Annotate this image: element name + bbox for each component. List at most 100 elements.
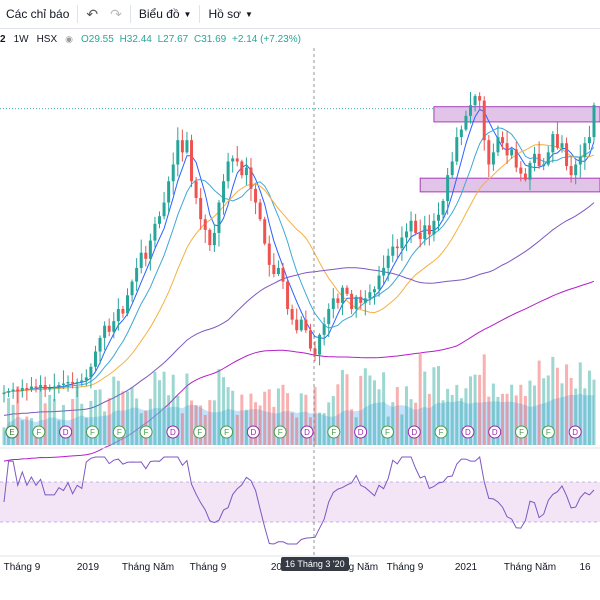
high-value: H32.44 (119, 33, 152, 45)
event-marker (434, 425, 448, 439)
ma-longest-line (3, 280, 595, 462)
candle-body (565, 143, 569, 167)
candle-body (7, 391, 11, 393)
event-marker (85, 425, 99, 439)
volume-bar (43, 403, 47, 445)
candle-body (162, 202, 166, 217)
candle-body (404, 231, 408, 238)
candle-body (363, 298, 367, 303)
volume-bar (267, 389, 271, 445)
candle-body (121, 308, 125, 314)
event-marker (5, 425, 19, 439)
volume-bar (263, 391, 267, 445)
volume-bar (327, 402, 331, 445)
volume-bar (587, 370, 591, 445)
candle-body (533, 153, 537, 163)
toolbar-divider (77, 5, 79, 23)
volume-bar (469, 376, 473, 445)
ma-fast-line (3, 108, 595, 394)
rsi-band (0, 482, 600, 522)
candle-body (304, 319, 308, 331)
profile-menu[interactable]: Hồ sơ ▼ (202, 0, 258, 28)
candle-body (560, 143, 564, 148)
volume-bar (240, 394, 244, 445)
volume-bar (254, 402, 258, 445)
volume-bar (363, 368, 367, 445)
time-axis-label: 16 (579, 562, 591, 573)
undo-icon: ↶ (86, 5, 99, 22)
chart-type-menu[interactable]: Biểu đồ ▼ (133, 0, 198, 28)
candle-body (391, 246, 395, 256)
candle-body (359, 296, 363, 303)
legend-bar: 2 1W HSX ◉ O29.55 H32.44 L27.67 C31.69 +… (0, 30, 304, 48)
time-axis-label: Tháng 9 (387, 562, 424, 573)
volume-bar (423, 371, 427, 445)
candle-body (80, 380, 84, 382)
candle-body (190, 140, 194, 182)
volume-bar (382, 372, 386, 445)
candle-body (414, 220, 418, 233)
candle-body (2, 392, 6, 395)
candle-body (574, 164, 578, 176)
eye-icon[interactable]: ◉ (65, 33, 73, 44)
symbol-label[interactable]: 2 (0, 33, 6, 45)
time-axis-label: Tháng 9 (4, 562, 41, 573)
volume-bar (2, 427, 6, 445)
volume-bar (368, 375, 372, 445)
volume-bar (592, 379, 596, 445)
event-marker (568, 425, 582, 439)
redo-button[interactable]: ↷ (104, 0, 128, 28)
candle-body (578, 156, 582, 165)
volume-bar (125, 391, 129, 445)
volume-bar (16, 386, 20, 445)
candle-body (446, 175, 450, 201)
volume-bar (459, 398, 463, 445)
volume-bar (190, 400, 194, 445)
candle-body (583, 143, 587, 157)
timeframe-label[interactable]: 1W (13, 33, 29, 45)
volume-bar (331, 396, 335, 445)
candle-body (400, 237, 404, 249)
candle-body (148, 240, 152, 259)
volume-bar (414, 402, 418, 445)
volume-bar (359, 375, 363, 445)
volume-bar (491, 383, 495, 445)
volume-bar (350, 409, 354, 445)
event-marker-label: F (385, 428, 390, 437)
candle-body (409, 220, 413, 232)
candle-body (180, 140, 184, 153)
event-marker-label: D (492, 428, 498, 437)
undo-button[interactable]: ↶ (80, 0, 104, 28)
event-marker (139, 425, 153, 439)
zone-rect (433, 106, 600, 123)
volume-bar (299, 393, 303, 445)
time-axis-label: Tháng Năm (504, 562, 556, 573)
event-marker-label: D (465, 428, 471, 437)
crosshair-date-label: 16 Tháng 3 '20 (281, 557, 349, 571)
volume-bar (578, 362, 582, 445)
event-marker (273, 425, 287, 439)
candle-body (29, 386, 33, 390)
indicators-button[interactable]: Các chỉ báo (0, 0, 75, 28)
volume-bar (116, 380, 120, 445)
volume-bar (107, 398, 111, 445)
volume-bar (80, 403, 84, 445)
volume-bar (450, 394, 454, 445)
volume-bar (574, 388, 578, 445)
candle-body (244, 167, 248, 176)
candle-body (322, 324, 326, 335)
time-axis-label: 2021 (455, 562, 478, 573)
candle-body (226, 161, 230, 182)
volume-bar (482, 354, 486, 445)
candle-body (290, 308, 294, 320)
volume-bar (464, 388, 468, 445)
candle-body (308, 330, 312, 349)
candle-body (487, 140, 491, 165)
candle-body (542, 164, 546, 167)
candle-body (235, 158, 239, 162)
event-marker (354, 425, 368, 439)
candle-body (464, 115, 468, 130)
event-marker-label: F (278, 428, 283, 437)
candle-body (427, 225, 431, 235)
